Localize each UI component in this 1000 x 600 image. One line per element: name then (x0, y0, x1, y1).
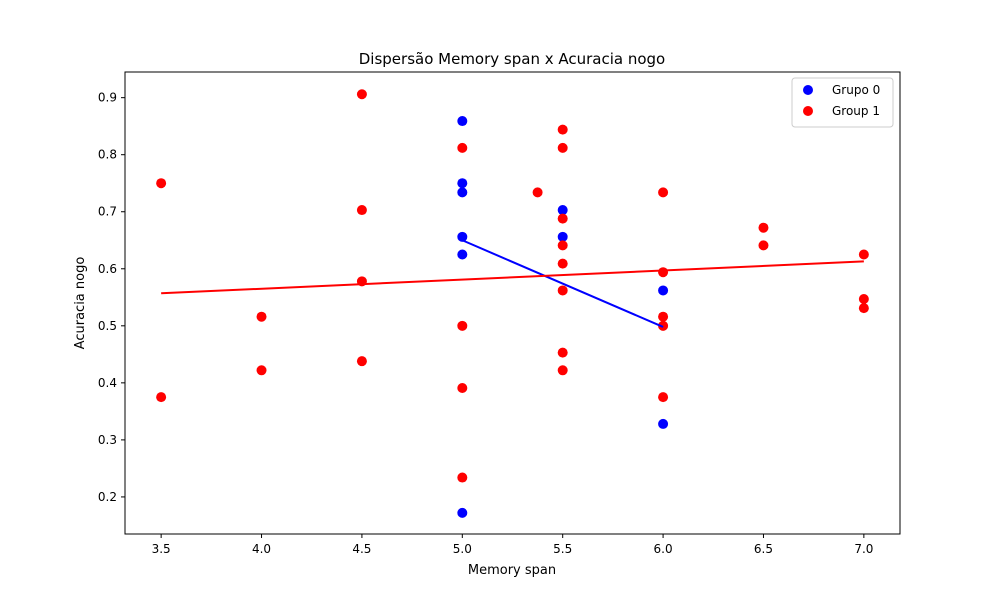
plot-area (156, 89, 869, 518)
y-axis-label: Acuracia nogo (73, 257, 88, 350)
x-tick-label: 6.5 (754, 542, 773, 556)
data-point-series-1 (658, 320, 669, 331)
data-point-series-1 (356, 205, 367, 216)
x-tick-label: 5.5 (553, 542, 572, 556)
y-tick-label: 0.5 (98, 319, 117, 333)
legend-marker-series-0 (803, 85, 813, 95)
legend-marker-series-1 (803, 106, 813, 116)
x-axis-label: Memory span (468, 563, 556, 578)
y-tick-label: 0.6 (98, 262, 117, 276)
data-point-series-1 (457, 382, 468, 393)
data-point-series-1 (356, 356, 367, 367)
data-point-series-1 (557, 285, 568, 296)
x-tick-label: 6.0 (654, 542, 673, 556)
x-tick-label: 7.0 (854, 542, 873, 556)
data-point-series-1 (758, 222, 769, 233)
y-tick-label: 0.3 (98, 433, 117, 447)
x-tick-label: 5.0 (453, 542, 472, 556)
data-point-series-1 (758, 240, 769, 251)
data-point-series-1 (557, 347, 568, 358)
trend-line-series-0 (461, 239, 664, 328)
data-point-series-1 (532, 187, 543, 198)
legend-label-series-0: Grupo 0 (832, 83, 880, 97)
data-point-series-0 (457, 187, 468, 198)
data-point-series-1 (457, 142, 468, 153)
data-point-series-1 (858, 303, 869, 314)
data-point-series-0 (457, 231, 468, 242)
data-point-series-0 (457, 116, 468, 127)
x-tick-label: 3.5 (152, 542, 171, 556)
data-point-series-0 (658, 418, 669, 429)
data-point-series-1 (156, 392, 167, 403)
data-point-series-1 (156, 178, 167, 189)
data-point-series-0 (658, 285, 669, 296)
y-tick-label: 0.2 (98, 490, 117, 504)
data-point-series-0 (557, 231, 568, 242)
data-point-series-0 (457, 178, 468, 189)
axis-ticks: 3.5 4.0 4.5 5.0 5.5 6.0 6.5 7.0 0.2 0.3 0.4 0.5 0.6 0… (98, 91, 874, 556)
data-point-series-1 (557, 365, 568, 376)
x-tick-label: 4.0 (252, 542, 271, 556)
data-point-series-1 (858, 294, 869, 305)
data-point-series-0 (557, 205, 568, 216)
trend-line-series-1 (161, 260, 864, 295)
data-point-series-1 (557, 258, 568, 269)
data-point-series-1 (557, 142, 568, 153)
y-tick-label: 0.4 (98, 376, 117, 390)
legend: Grupo 0 Group 1 (791, 77, 894, 128)
y-tick-label: 0.8 (98, 148, 117, 162)
data-point-series-1 (557, 240, 568, 251)
data-point-series-1 (356, 89, 367, 100)
axes-frame (124, 71, 901, 535)
chart-title: Dispersão Memory span x Acuracia nogo (359, 50, 666, 68)
data-point-series-1 (256, 365, 267, 376)
data-point-series-1 (658, 267, 669, 278)
data-point-series-1 (658, 187, 669, 198)
data-point-series-1 (557, 124, 568, 135)
data-point-series-1 (557, 213, 568, 224)
data-point-series-1 (658, 392, 669, 403)
data-point-series-1 (457, 320, 468, 331)
y-tick-label: 0.9 (98, 91, 117, 105)
data-point-series-1 (457, 472, 468, 483)
y-tick-label: 0.7 (98, 205, 117, 219)
legend-label-series-1: Group 1 (832, 104, 880, 118)
legend-box (791, 77, 894, 128)
data-point-series-0 (457, 249, 468, 260)
x-tick-label: 4.5 (352, 542, 371, 556)
data-point-series-1 (256, 311, 267, 322)
data-point-series-1 (658, 311, 669, 322)
data-point-series-0 (457, 507, 468, 518)
data-point-series-1 (858, 249, 869, 260)
